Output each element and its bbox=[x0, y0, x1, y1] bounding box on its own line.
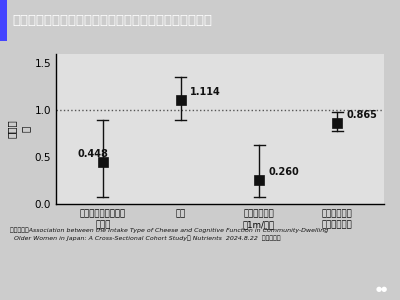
Text: 0.865: 0.865 bbox=[346, 110, 377, 120]
Text: 0.448: 0.448 bbox=[78, 149, 109, 159]
Text: ●●: ●● bbox=[376, 286, 388, 292]
Y-axis label: オッズ
比: オッズ 比 bbox=[6, 120, 30, 138]
Text: 地域在住高齢女性における認知機能低下と関連する因子: 地域在住高齢女性における認知機能低下と関連する因子 bbox=[13, 14, 213, 27]
Text: 1.114: 1.114 bbox=[190, 87, 221, 97]
Text: （出典：『Association between the Intake Type of Cheese and Cognitive Function in Com: （出典：『Association between the Intake Type… bbox=[10, 228, 328, 241]
Bar bbox=[0, 0, 7, 40]
Text: 0.260: 0.260 bbox=[268, 167, 299, 177]
